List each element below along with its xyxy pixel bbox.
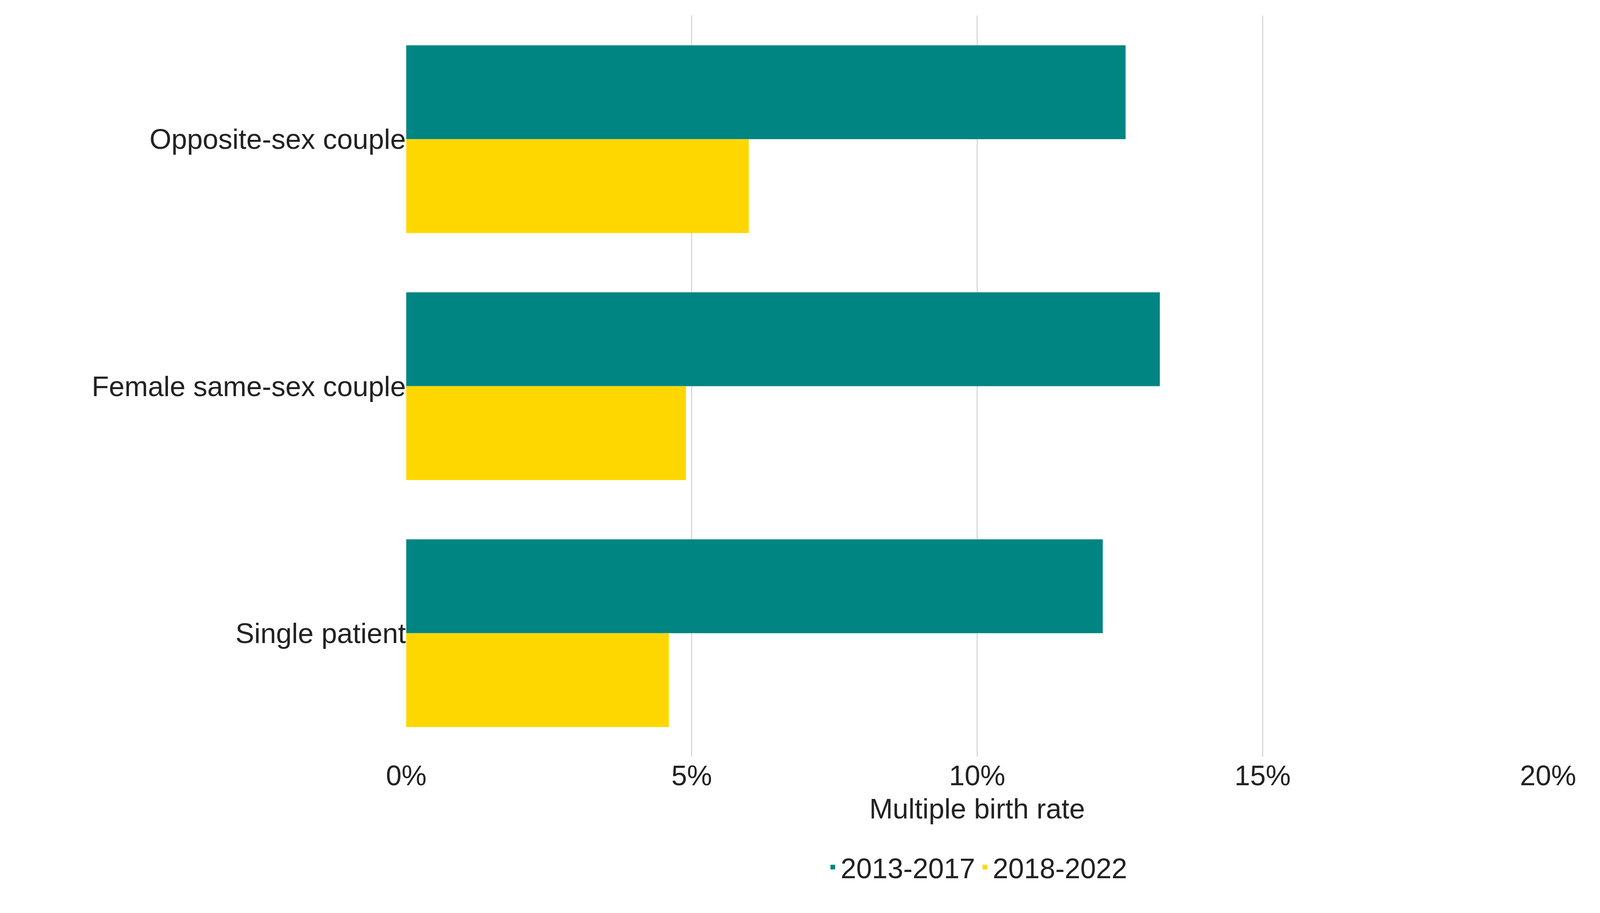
svg-text:2018-2022: 2018-2022 [992,852,1127,884]
svg-text:0%: 0% [385,759,427,792]
svg-text:2013-2017: 2013-2017 [840,852,975,884]
svg-text:5%: 5% [671,759,713,792]
svg-text:10%: 10% [948,759,1006,792]
svg-text:Female same-sex couple: Female same-sex couple [91,370,406,402]
svg-text:15%: 15% [1234,759,1291,792]
svg-text:Multiple birth rate: Multiple birth rate [869,792,1085,825]
svg-text:Single patient: Single patient [235,617,406,649]
svg-text:20%: 20% [1519,759,1577,792]
svg-text:Opposite-sex couple: Opposite-sex couple [149,123,406,155]
